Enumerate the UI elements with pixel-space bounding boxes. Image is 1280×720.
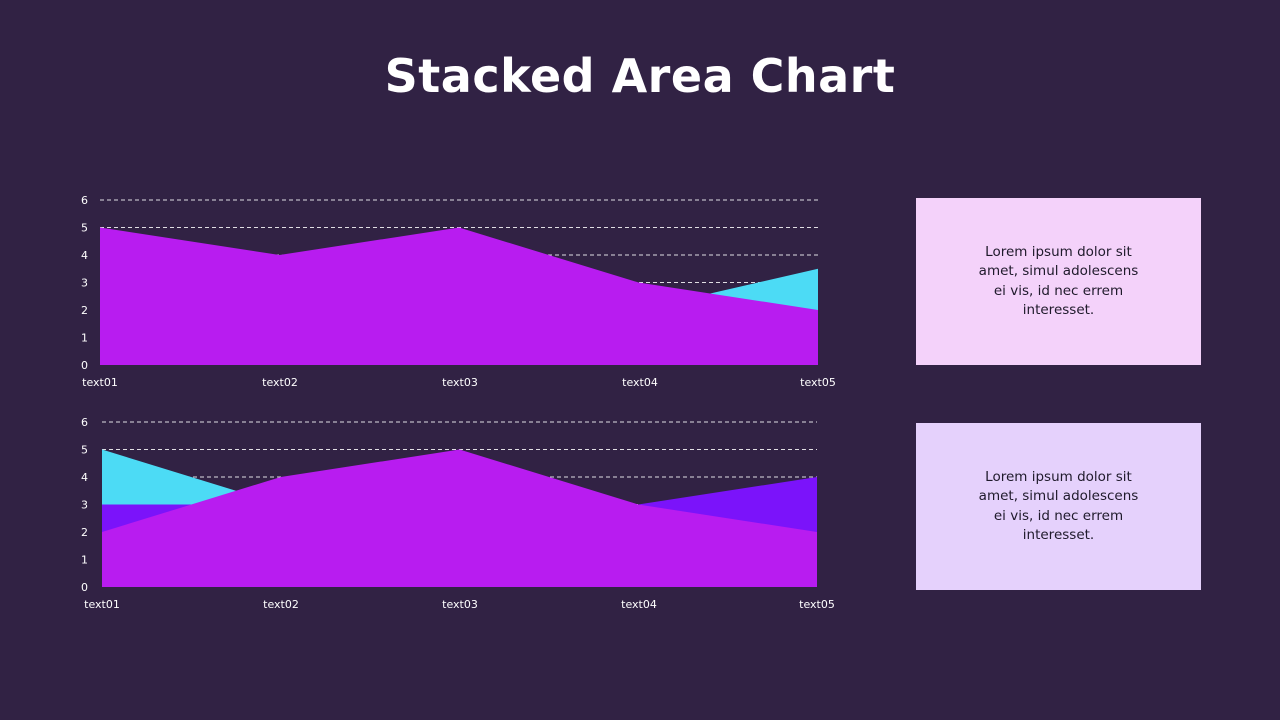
y-tick-label: 2 (81, 526, 88, 539)
y-tick-label: 1 (81, 332, 88, 345)
x-tick-label: text03 (442, 598, 478, 611)
area-series-4 (100, 227, 818, 365)
x-tick-label: text02 (263, 598, 299, 611)
x-tick-label: text05 (799, 598, 835, 611)
y-tick-label: 5 (81, 444, 88, 457)
x-tick-label: text05 (800, 376, 836, 389)
stacked-area-chart-2: 0 1 2 3 4 5 6 text01 text02 text03 text04 text05 (81, 416, 835, 611)
text-box-2: Lorem ipsum dolor sit amet, simul adoles… (916, 423, 1201, 590)
y-tick-label: 4 (81, 471, 88, 484)
area-series-4 (102, 449, 817, 587)
y-tick-label: 0 (81, 581, 88, 594)
y-tick-label: 5 (81, 222, 88, 235)
page-title: Stacked Area Chart (384, 49, 896, 103)
text-box-2-text: Lorem ipsum dolor sit amet, simul adoles… (978, 468, 1139, 544)
y-tick-label: 4 (81, 249, 88, 262)
x-tick-label: text01 (84, 598, 120, 611)
y-tick-label: 3 (81, 277, 88, 290)
y-tick-label: 0 (81, 359, 88, 372)
y-tick-label: 6 (81, 416, 88, 429)
x-tick-label: text02 (262, 376, 298, 389)
x-tick-label: text01 (82, 376, 118, 389)
x-tick-label: text04 (622, 376, 658, 389)
y-tick-label: 3 (81, 499, 88, 512)
y-tick-label: 1 (81, 554, 88, 567)
text-box-1: Lorem ipsum dolor sit amet, simul adoles… (916, 198, 1201, 365)
x-tick-label: text04 (621, 598, 657, 611)
y-tick-label: 6 (81, 194, 88, 207)
x-tick-label: text03 (442, 376, 478, 389)
text-box-1-text: Lorem ipsum dolor sit amet, simul adoles… (978, 243, 1139, 319)
y-tick-label: 2 (81, 304, 88, 317)
stacked-area-chart-1: 0 1 2 3 4 5 6 text01 text02 text03 text04 text05 (81, 194, 836, 389)
